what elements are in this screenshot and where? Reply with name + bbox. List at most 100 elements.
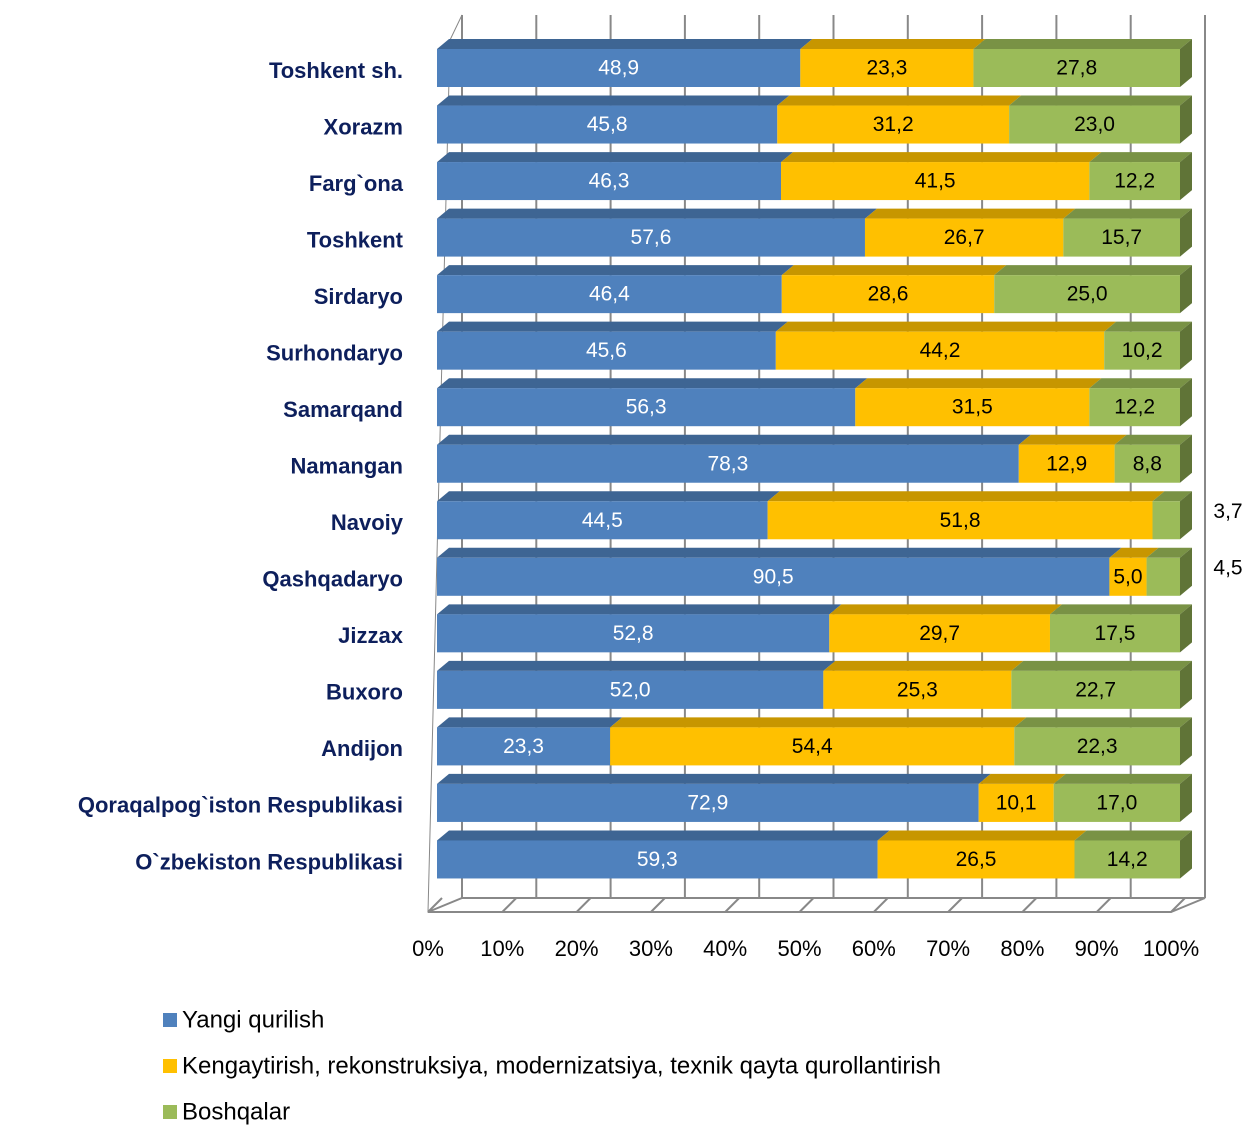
bar-top [777, 95, 1022, 106]
category-label: Namangan [291, 454, 403, 479]
bar [1011, 670, 1180, 709]
value-label: 4,5 [1213, 556, 1242, 579]
bar [437, 162, 782, 201]
bar-top [823, 660, 1024, 671]
legend-swatch [163, 1105, 177, 1119]
value-label: 51,8 [940, 509, 981, 532]
value-label: 23,3 [503, 735, 544, 758]
tick-mark [650, 897, 666, 913]
bar [610, 727, 1015, 766]
bar-side [1180, 95, 1192, 144]
tick-mark [501, 897, 518, 913]
bar-top [829, 604, 1062, 615]
value-label: 15,7 [1101, 226, 1142, 249]
bar-side [1180, 830, 1192, 879]
bar [1053, 783, 1180, 822]
bar [1074, 840, 1180, 879]
legend-swatch [163, 1059, 177, 1073]
bar-top [437, 604, 842, 615]
x-tick-label: 10% [480, 936, 524, 961]
value-label: 22,7 [1075, 678, 1116, 701]
bar [437, 840, 878, 879]
bar-side [1180, 717, 1192, 766]
bar [994, 275, 1180, 314]
value-label: 46,3 [589, 170, 630, 193]
x-tick-label: 30% [629, 936, 673, 961]
bar [777, 105, 1010, 144]
value-label: 52,0 [610, 678, 651, 701]
tick-mark [798, 897, 815, 913]
bar-side [1180, 491, 1192, 540]
bar-top [775, 321, 1117, 332]
bar-top [1014, 717, 1192, 728]
x-tick-label: 0% [412, 936, 444, 961]
value-label: 44,5 [582, 509, 623, 532]
bar [1014, 727, 1180, 766]
bar-top [1053, 773, 1192, 784]
value-label: 59,3 [637, 848, 678, 871]
bar-top [1109, 547, 1159, 558]
bar-top [800, 39, 986, 49]
bar-top [877, 830, 1087, 841]
value-label: 12,9 [1046, 452, 1087, 475]
category-label: Samarqand [283, 397, 403, 422]
value-label: 57,6 [631, 226, 672, 249]
x-tick-label: 40% [703, 936, 747, 961]
bar-top [437, 830, 890, 841]
bar [800, 49, 974, 87]
bar-top [437, 152, 794, 163]
value-label: 54,4 [792, 735, 833, 758]
bar [437, 275, 782, 314]
bar-top [1114, 434, 1192, 445]
value-label: 28,6 [868, 283, 909, 306]
bar-top [1089, 378, 1192, 389]
bar-top [437, 265, 794, 276]
x-tick-label: 100% [1143, 936, 1199, 961]
bar [437, 783, 979, 822]
tick-mark [427, 897, 443, 913]
bar [437, 331, 776, 370]
legend-swatch [163, 1013, 177, 1027]
value-label: 12,2 [1114, 170, 1155, 193]
bar [1104, 331, 1180, 370]
value-label: 22,3 [1077, 735, 1118, 758]
bar [978, 783, 1054, 822]
bar-top [1074, 830, 1192, 841]
bar [1049, 614, 1180, 653]
bar-top [1152, 491, 1192, 502]
tick-mark [1095, 897, 1112, 913]
value-label: 8,8 [1133, 452, 1162, 475]
value-label: 27,8 [1056, 57, 1097, 80]
bar-top [437, 95, 790, 106]
category-label: Sirdaryo [314, 284, 403, 309]
bar-top [1009, 95, 1192, 106]
bar [437, 218, 865, 257]
value-label: 46,4 [589, 283, 630, 306]
bar-top [1089, 152, 1192, 163]
value-label: 29,7 [919, 622, 960, 645]
value-label: 23,3 [866, 57, 907, 80]
value-label: 41,5 [915, 170, 956, 193]
bar-side [1180, 660, 1192, 709]
bar [437, 614, 830, 653]
bar-top [437, 491, 780, 502]
bar [1089, 388, 1180, 427]
x-tick-label: 90% [1075, 936, 1119, 961]
value-label: 44,2 [920, 339, 961, 362]
bar-top [767, 491, 1165, 502]
bar-top [994, 265, 1192, 276]
x-tick-label: 50% [777, 936, 821, 961]
category-label: Qashqadaryo [262, 567, 403, 592]
bar-top [437, 434, 1031, 445]
bar-top [1104, 321, 1192, 332]
category-label: Andijon [321, 736, 403, 761]
category-label: Toshkent sh. [269, 58, 403, 83]
x-tick-label: 80% [1000, 936, 1044, 961]
x-tick-label: 70% [926, 936, 970, 961]
legend-label: Kengaytirish, rekonstruksiya, modernizat… [182, 1052, 941, 1079]
bar-side [1180, 265, 1192, 314]
bar-top [437, 773, 991, 784]
bar [855, 388, 1090, 427]
bar-side [1180, 547, 1192, 596]
category-label: Toshkent [307, 227, 404, 252]
